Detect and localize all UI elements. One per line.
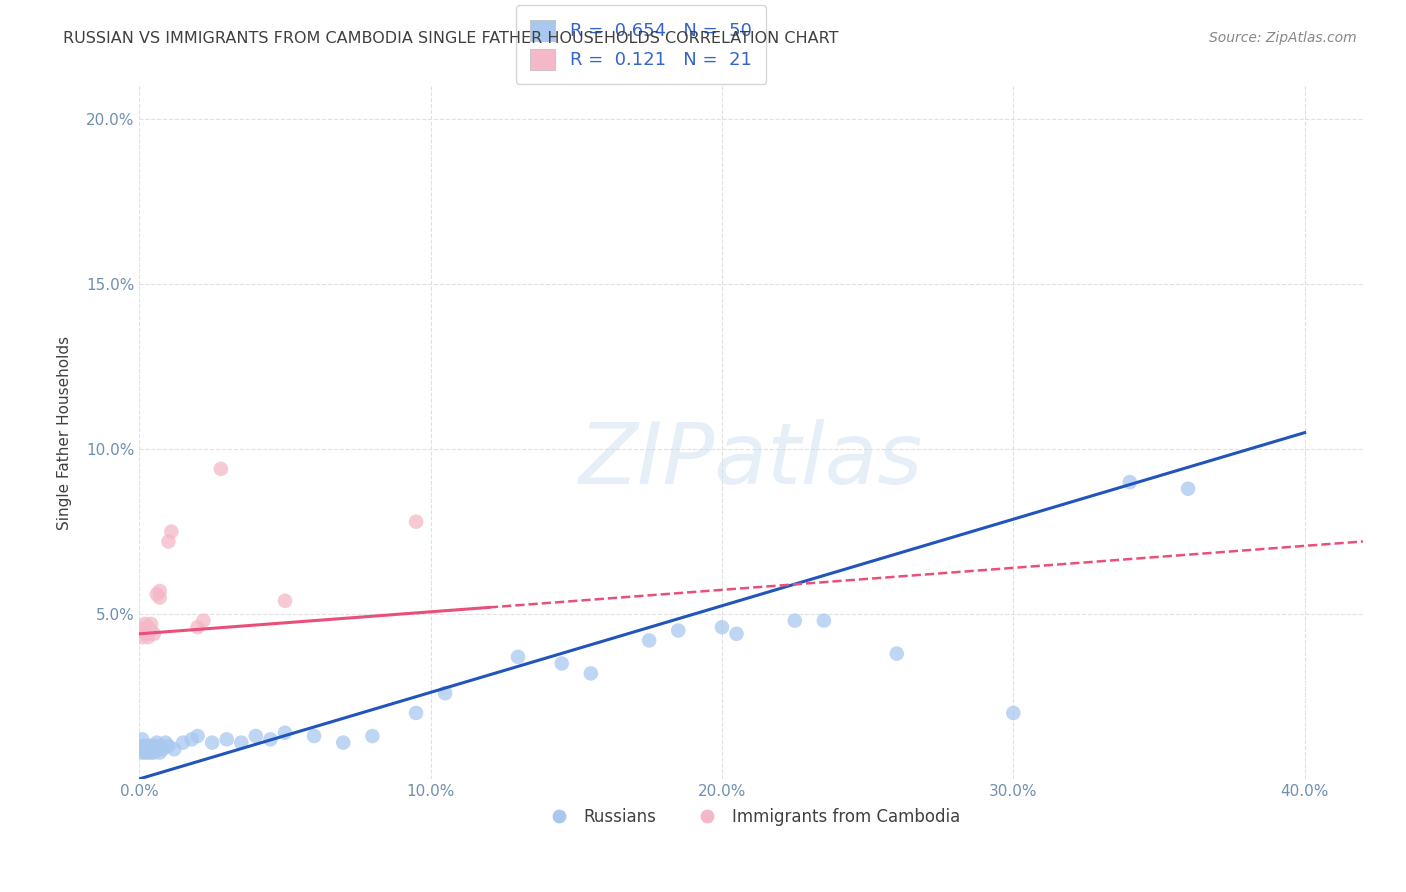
Point <box>149 583 172 598</box>
Point <box>187 620 209 634</box>
Point <box>259 732 281 747</box>
Point <box>136 627 159 641</box>
Point <box>149 591 172 605</box>
Point <box>131 624 153 638</box>
Point <box>886 647 908 661</box>
Point <box>131 739 153 753</box>
Point <box>180 732 202 747</box>
Text: Source: ZipAtlas.com: Source: ZipAtlas.com <box>1209 31 1357 45</box>
Point <box>434 686 457 700</box>
Point <box>146 587 169 601</box>
Point <box>1002 706 1025 720</box>
Point <box>361 729 384 743</box>
Point <box>157 534 180 549</box>
Text: RUSSIAN VS IMMIGRANTS FROM CAMBODIA SINGLE FATHER HOUSEHOLDS CORRELATION CHART: RUSSIAN VS IMMIGRANTS FROM CAMBODIA SING… <box>63 31 839 46</box>
Point <box>136 630 159 644</box>
Point <box>136 620 159 634</box>
Point <box>579 666 602 681</box>
Point <box>142 742 165 756</box>
Point <box>139 616 162 631</box>
Point <box>139 624 162 638</box>
Point <box>157 739 180 753</box>
Point <box>725 627 748 641</box>
Point <box>142 746 165 760</box>
Point <box>149 739 172 753</box>
Point <box>134 627 156 641</box>
Point <box>783 614 806 628</box>
Point <box>245 729 267 743</box>
Point <box>146 742 169 756</box>
Point <box>142 739 165 753</box>
Text: ZIPatlas: ZIPatlas <box>579 419 924 502</box>
Point <box>152 742 174 756</box>
Point <box>134 620 156 634</box>
Point <box>405 706 427 720</box>
Point <box>160 524 183 539</box>
Point <box>666 624 689 638</box>
Point <box>149 746 172 760</box>
Point <box>134 746 156 760</box>
Point <box>134 616 156 631</box>
Point <box>139 742 162 756</box>
Point <box>139 746 162 760</box>
Point <box>136 739 159 753</box>
Point <box>136 742 159 756</box>
Point <box>1177 482 1199 496</box>
Point <box>506 649 529 664</box>
Point <box>134 739 156 753</box>
Point <box>155 736 177 750</box>
Point <box>405 515 427 529</box>
Point <box>813 614 835 628</box>
Point <box>146 736 169 750</box>
Point <box>1119 475 1142 489</box>
Point <box>172 736 194 750</box>
Point <box>215 732 238 747</box>
Point <box>710 620 733 634</box>
Point <box>131 746 153 760</box>
Point <box>193 614 215 628</box>
Y-axis label: Single Father Households: Single Father Households <box>58 335 72 530</box>
Point <box>131 732 153 747</box>
Point <box>274 594 297 608</box>
Point <box>231 736 253 750</box>
Point <box>201 736 224 750</box>
Point <box>332 736 354 750</box>
Point <box>142 627 165 641</box>
Point <box>209 462 232 476</box>
Point <box>638 633 661 648</box>
Point <box>187 729 209 743</box>
Point <box>274 725 297 739</box>
Point <box>134 742 156 756</box>
Legend: Russians, Immigrants from Cambodia: Russians, Immigrants from Cambodia <box>536 802 967 833</box>
Point <box>139 739 162 753</box>
Point <box>131 630 153 644</box>
Point <box>551 657 574 671</box>
Point <box>302 729 325 743</box>
Point <box>136 746 159 760</box>
Point <box>163 742 186 756</box>
